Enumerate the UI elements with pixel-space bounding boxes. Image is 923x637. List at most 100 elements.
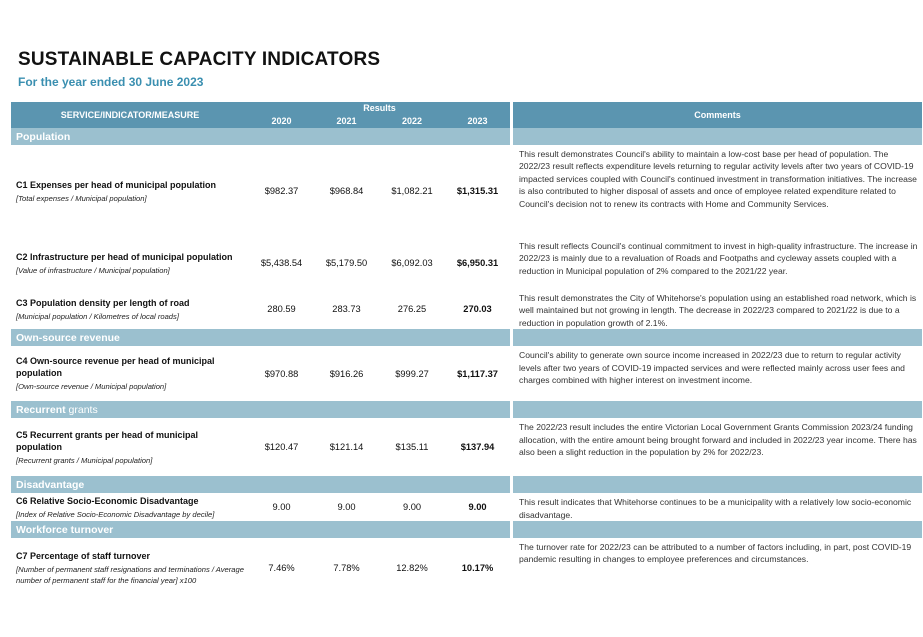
result-value: $916.26 (329, 368, 364, 379)
result-value: 9.00 (468, 502, 487, 513)
table-header: SERVICE/INDICATOR/MEASURE Results Commen… (11, 102, 923, 128)
indicator-cell: C5 Recurrent grants per head of municipa… (11, 418, 249, 476)
section-divider (510, 521, 514, 539)
result-value: $968.84 (329, 186, 364, 196)
indicator-formula: [Own-source revenue / Municipal populati… (16, 382, 167, 392)
comment-text: This result demonstrates Council's abili… (519, 149, 917, 209)
section-title-text: Population (16, 130, 71, 143)
column-gap (510, 538, 514, 599)
result-value: 7.46% (268, 563, 295, 574)
section-comment-band (513, 401, 923, 419)
section-header: Population (11, 128, 923, 145)
section-header: Workforce turnover (11, 521, 923, 539)
section-title-suffix: grants (65, 403, 98, 416)
result-value: 280.59 (267, 304, 296, 315)
section-title-text: Workforce turnover (16, 523, 114, 536)
section-title: Disadvantage (11, 476, 511, 494)
section-divider (510, 401, 514, 419)
result-value: 7.78% (333, 563, 360, 574)
result-value: 283.73 (332, 304, 361, 315)
section-header: Recurrent grants (11, 401, 923, 419)
result-value: $6,092.03 (391, 258, 433, 268)
result-value: $6,950.31 (456, 258, 499, 268)
indicator-row: C6 Relative Socio-Economic Disadvantage [… (11, 493, 922, 522)
header-divider (510, 102, 514, 128)
comment-text: This result demonstrates the City of Whi… (519, 293, 917, 328)
section-title: Population (11, 128, 511, 145)
table-body: Population C1 Expenses per head of munici… (11, 128, 923, 599)
indicator-cell: C3 Population density per length of road… (11, 289, 249, 329)
comment-text: This result indicates that Whitehorse co… (519, 497, 912, 520)
result-value: $120.47 (264, 442, 299, 453)
result-value: 276.25 (397, 304, 427, 315)
indicators-table: SERVICE/INDICATOR/MEASURE Results Commen… (11, 102, 923, 599)
result-value: $1,117.37 (457, 368, 498, 379)
indicator-formula: [Value of infrastructure / Municipal pop… (16, 265, 170, 275)
result-value: $5,438.54 (260, 258, 303, 268)
result-value: $135.11 (395, 442, 429, 453)
section-title: Workforce turnover (11, 521, 511, 539)
year-header: 2022 (379, 114, 445, 128)
indicator-cell: C7 Percentage of staff turnover [Number o… (11, 538, 249, 598)
indicator-name: C7 Percentage of staff turnover (16, 551, 151, 562)
section-divider (510, 476, 514, 494)
section-title: Recurrent grants (11, 401, 511, 419)
column-gap (510, 493, 514, 522)
comment-text: This result reflects Council's continual… (519, 241, 918, 276)
result-value: 12.82% (396, 563, 428, 574)
indicator-cell: C6 Relative Socio-Economic Disadvantage [… (11, 493, 249, 521)
result-value: $121.14 (329, 442, 364, 453)
result-value: $1,082.21 (391, 186, 433, 196)
page-subtitle: For the year ended 30 June 2023 (18, 75, 204, 89)
indicator-row: C1 Expenses per head of municipal popula… (11, 145, 922, 237)
column-gap (510, 237, 514, 289)
result-value: $1,315.31 (456, 186, 499, 196)
indicator-column-header: SERVICE/INDICATOR/MEASURE (11, 102, 249, 128)
section-comment-band (513, 476, 923, 494)
indicator-formula: [Number of permanent staff resignations … (16, 565, 244, 586)
result-value: $999.27 (395, 368, 429, 379)
result-value: 270.03 (463, 304, 492, 315)
indicator-cell: C2 Infrastructure per head of municipal … (11, 237, 249, 289)
result-value: $5,179.50 (325, 258, 368, 268)
result-value: 9.00 (337, 502, 356, 513)
indicator-row: C4 Own-source revenue per head of munici… (11, 346, 922, 402)
section-title-text: Own-source revenue (16, 331, 120, 344)
section-title-text: Recurrent (16, 403, 66, 416)
year-header: 2021 (314, 114, 379, 128)
result-value: $970.88 (264, 368, 299, 379)
comment-text: The turnover rate for 2022/23 can be att… (519, 542, 912, 565)
section-title: Own-source revenue (11, 329, 511, 347)
section-divider (510, 329, 514, 347)
indicator-name: C1 Expenses per head of municipal popula… (16, 179, 217, 190)
result-value: 9.00 (272, 502, 291, 513)
indicator-name: C4 Own-source revenue per head of munici… (16, 356, 215, 379)
indicator-row: C7 Percentage of staff turnover [Number o… (11, 538, 922, 599)
section-title-text: Disadvantage (16, 478, 85, 491)
result-value: 10.17% (461, 563, 494, 574)
column-gap (510, 145, 514, 237)
comment-text: Council's ability to generate own source… (519, 350, 905, 386)
comments-column-header: Comments (513, 102, 923, 128)
column-gap (510, 289, 514, 330)
indicator-formula: [Recurrent grants / Municipal population… (16, 455, 153, 465)
section-comment-band (513, 329, 923, 347)
result-value: $982.37 (264, 186, 299, 196)
indicator-name: C3 Population density per length of road (16, 297, 190, 308)
indicator-formula: [Total expenses / Municipal population] (16, 193, 147, 203)
indicator-formula: [Index of Relative Socio-Economic Disadv… (16, 509, 215, 519)
results-column-header: Results (249, 102, 511, 114)
section-divider (510, 128, 514, 145)
section-comment-band (513, 521, 923, 539)
comment-text: The 2022/23 result includes the entire V… (519, 422, 917, 458)
year-header: 2020 (249, 114, 314, 128)
indicator-row: C2 Infrastructure per head of municipal … (11, 237, 922, 289)
section-header: Disadvantage (11, 476, 923, 494)
indicator-name: C5 Recurrent grants per head of municipa… (16, 429, 199, 452)
section-header: Own-source revenue (11, 329, 923, 347)
column-gap (510, 418, 514, 477)
indicator-cell: C1 Expenses per head of municipal popula… (11, 145, 249, 237)
result-value: 9.00 (402, 502, 422, 513)
indicator-cell: C4 Own-source revenue per head of munici… (11, 346, 249, 401)
page-title: SUSTAINABLE CAPACITY INDICATORS (18, 49, 381, 70)
